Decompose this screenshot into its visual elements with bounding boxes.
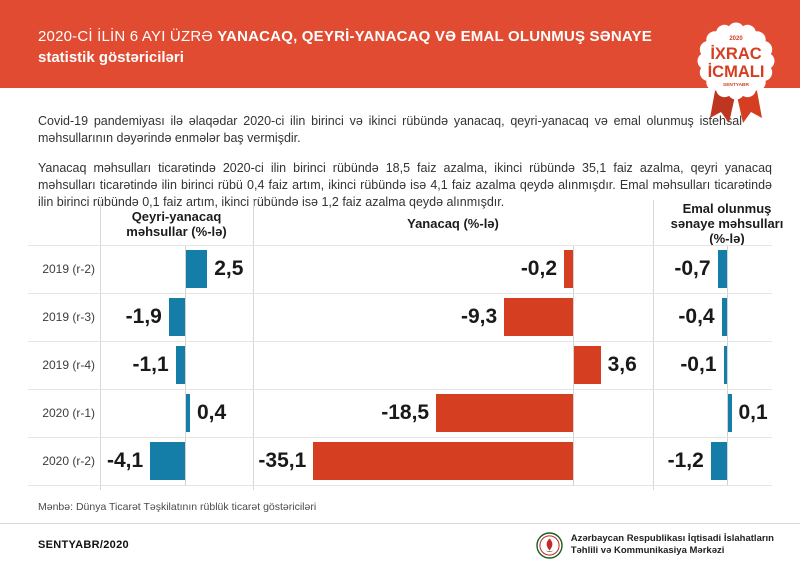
bar-value: -1,9 (125, 305, 162, 328)
emblem-bud (546, 538, 553, 550)
bar-value: -35,1 (258, 449, 307, 472)
row-separator (28, 341, 772, 342)
zero-axis-nonfuel (185, 245, 186, 485)
badge-title-1: İXRAC (710, 45, 761, 63)
bar-value: 3,6 (607, 353, 637, 376)
bar (313, 442, 573, 480)
emblem-leaf (545, 550, 554, 552)
series-header-fuel: Yanacaq (%-lə) (407, 216, 499, 231)
title-main: YANACAQ, QEYRİ-YANACAQ VƏ EMAL OLUNMUŞ S… (217, 28, 652, 45)
emblem-inner-ring (539, 534, 560, 556)
bar-chart: Qeyri-yanacaq məhsullar (%-lə) Yanacaq (… (28, 200, 783, 490)
bar (728, 394, 732, 432)
row-separator (28, 437, 772, 438)
bar (186, 394, 190, 432)
body-paragraph: Yanacaq məhsulları ticarətində 2020-ci i… (38, 160, 772, 209)
badge-year: 2020 (729, 36, 743, 42)
zero-axis-processed (727, 245, 728, 485)
issue-label: SENTYABR/2020 (38, 539, 129, 551)
rosette-seal-icon: 2020 İXRAC İCMALI SENTYABR (697, 22, 775, 123)
bar (723, 346, 727, 384)
bar-value: -0,1 (680, 353, 717, 376)
row-separator (28, 245, 772, 246)
bar (710, 442, 727, 480)
page-title-line2: statistik göstəriciləri (38, 49, 184, 66)
export-review-badge: 2020 İXRAC İCMALI SENTYABR (692, 16, 780, 128)
bar-value: 2,5 (214, 257, 244, 280)
row-label: 2020 (r-1) (42, 406, 95, 420)
organization-block: Azərbaycan Respublikası İqtisadi İslahat… (536, 531, 774, 559)
organization-name: Azərbaycan Respublikası İqtisadi İslahat… (571, 533, 774, 558)
bar-value: 0,1 (738, 401, 768, 424)
bar (168, 298, 185, 336)
bar (150, 442, 185, 480)
row-label: 2019 (r-2) (42, 262, 95, 276)
column-separator-middle (253, 200, 254, 490)
column-separator-right (653, 200, 654, 490)
bar (574, 346, 601, 384)
page-title-line1: 2020-Cİ İLİN 6 AYI ÜZRƏ YANACAQ, QEYRİ-Y… (38, 28, 800, 45)
bar (564, 250, 573, 288)
bar (504, 298, 573, 336)
row-label: 2019 (r-4) (42, 358, 95, 372)
seal-face (703, 28, 769, 94)
badge-title-2: İCMALI (708, 63, 765, 81)
bar-value: -0,7 (674, 257, 711, 280)
badge-month: SENTYABR (723, 82, 749, 88)
row-separator (28, 485, 772, 486)
bar (721, 298, 727, 336)
bar-value: -9,3 (461, 305, 498, 328)
bar-value: -18,5 (381, 401, 430, 424)
row-separator (28, 293, 772, 294)
bar-value: -0,2 (520, 257, 557, 280)
footer-bar: SENTYABR/2020 Azərbaycan Respublikası İq… (0, 524, 800, 566)
bar-value: -1,1 (132, 353, 169, 376)
bar (175, 346, 185, 384)
organization-name-line1: Azərbaycan Respublikası İqtisadi İslahat… (570, 532, 774, 544)
zero-axis-fuel (573, 245, 574, 485)
bar (717, 250, 727, 288)
bar (186, 250, 208, 288)
source-note: Mənbə: Dünya Ticarət Təşkilatının rüblük… (38, 501, 317, 513)
bar-value: -4,1 (106, 449, 144, 472)
intro-paragraph: Covid-19 pandemiyası ilə əlaqədar 2020-c… (38, 113, 742, 145)
row-separator (28, 389, 772, 390)
organization-name-line2: Təhlili və Kommunikasiya Mərkəzi (570, 545, 725, 556)
row-label: 2019 (r-3) (42, 310, 95, 324)
series-header-processed: Emal olunmuş sənaye məhsulları (%-lə) (670, 201, 784, 246)
bar-value: 0,4 (197, 401, 227, 424)
column-separator-left (100, 200, 101, 490)
header-band: 2020-Cİ İLİN 6 AYI ÜZRƏ YANACAQ, QEYRİ-Y… (0, 0, 800, 88)
row-label: 2020 (r-2) (42, 454, 95, 468)
bar-value: -1,2 (667, 449, 704, 472)
series-header-nonfuel: Qeyri-yanacaq məhsullar (%-lə) (126, 209, 227, 239)
title-prefix: 2020-Cİ İLİN 6 AYI ÜZRƏ (38, 28, 218, 45)
footer-divider (0, 523, 800, 524)
bar (436, 394, 573, 432)
bar-value: -0,4 (678, 305, 715, 328)
erac-emblem-icon (536, 531, 563, 559)
